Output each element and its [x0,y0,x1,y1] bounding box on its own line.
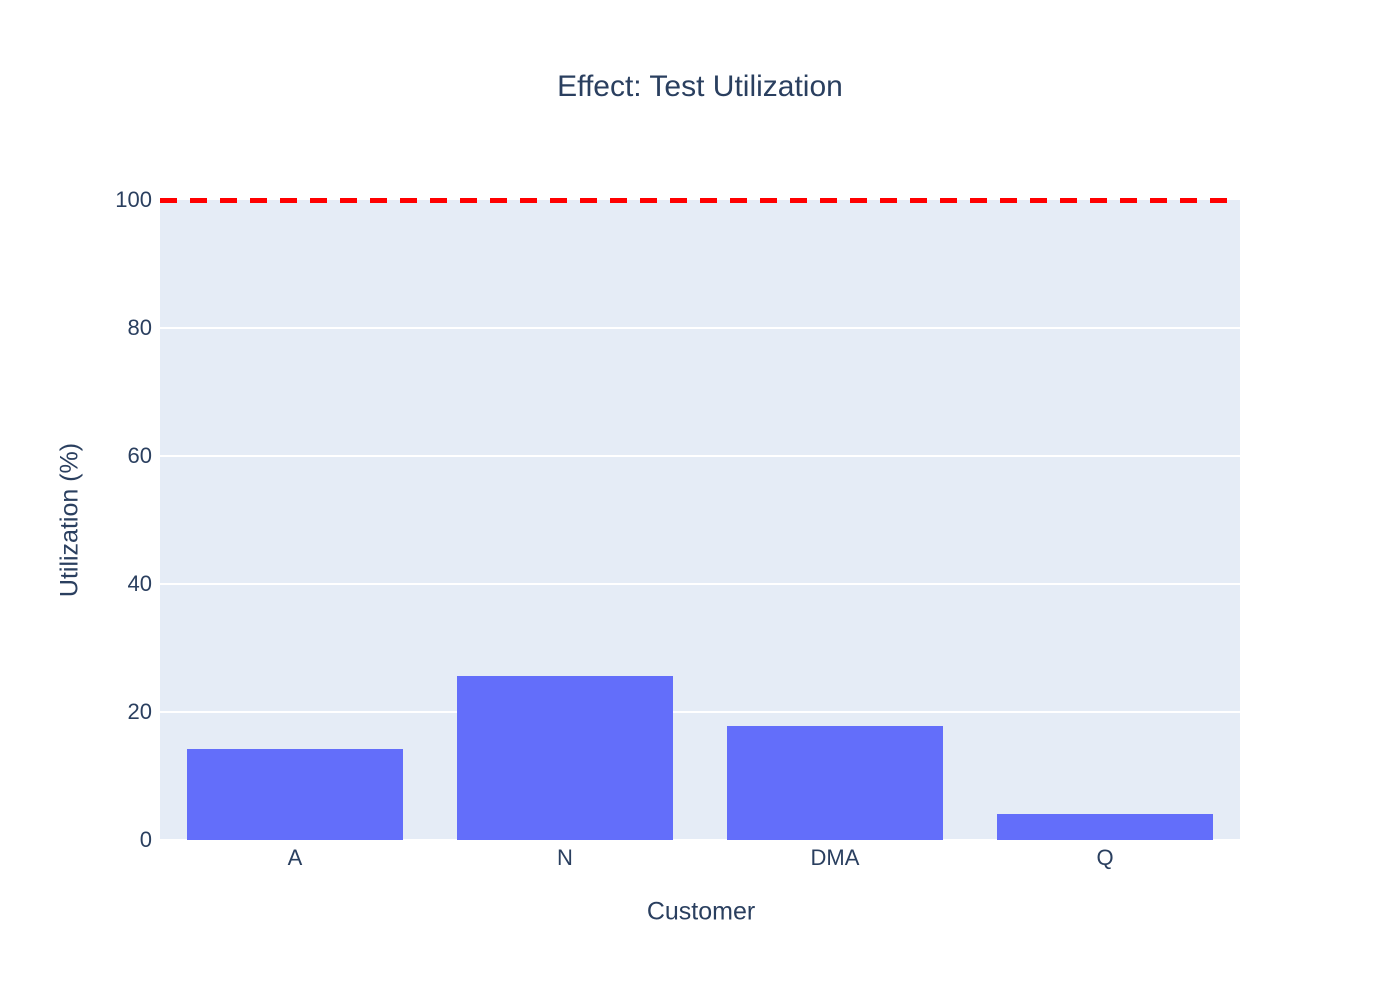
x-tick-label: N [557,845,573,870]
bar-q[interactable] [997,813,1213,840]
bar-n[interactable] [457,676,673,840]
y-tick-label: 20 [127,699,152,724]
gridline [160,711,1240,713]
y-tick-label: 80 [127,315,152,340]
limit-line-100 [160,198,1240,203]
bar-dma[interactable] [727,726,943,840]
x-tick-label: Q [1096,845,1114,870]
x-tick-label: A [287,845,303,870]
y-tick-label: 40 [127,571,152,596]
plot-area [160,200,1240,841]
y-tick-label: 60 [127,443,152,468]
gridline [160,839,1240,841]
y-tick-label: 100 [115,187,152,212]
x-tick-label: DMA [810,845,860,870]
y-tick-label: 0 [139,827,152,852]
chart-title: Effect: Test Utilization [557,70,843,103]
bar-a[interactable] [187,749,403,840]
gridline [160,455,1240,457]
x-axis-title: Customer [646,897,756,926]
gridline [160,583,1240,585]
gridline [160,327,1240,329]
